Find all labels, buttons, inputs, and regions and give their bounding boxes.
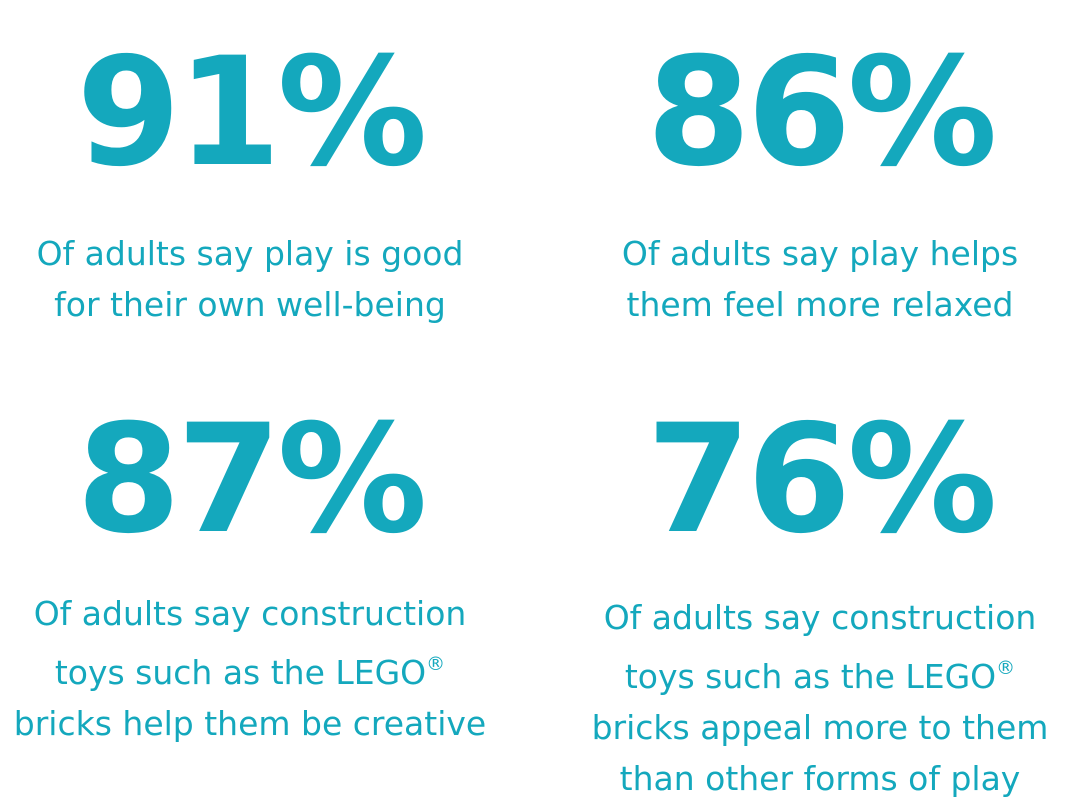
stat-caption: Of adults say construction toys such as … <box>560 592 1080 804</box>
stat-block-87: 87% Of adults say construction toys such… <box>0 405 500 749</box>
stat-caption-line: them feel more relaxed <box>626 285 1014 324</box>
stat-caption-line: toys such as the LEGO® <box>560 643 1080 702</box>
stat-caption: Of adults say play is good for their own… <box>0 228 500 330</box>
stat-caption-line: Of adults say construction <box>603 598 1037 637</box>
stat-caption-line: Of adults say play helps <box>621 234 1019 273</box>
stat-caption-text: toys such as the LEGO <box>54 653 427 692</box>
stat-caption: Of adults say play helps them feel more … <box>560 228 1080 330</box>
stat-value: 87% <box>76 393 427 567</box>
stat-value: 86% <box>646 26 997 200</box>
stat-caption-line: bricks appeal more to them <box>591 708 1049 747</box>
stat-caption-line: for their own well-being <box>54 285 446 324</box>
stat-caption-line: Of adults say construction <box>33 594 467 633</box>
stat-caption-line: Of adults say play is good <box>36 234 464 273</box>
stat-block-76: 76% Of adults say construction toys such… <box>560 405 1080 804</box>
stat-value: 76% <box>646 393 997 567</box>
registered-trademark-icon: ® <box>426 653 446 675</box>
stat-caption: Of adults say construction toys such as … <box>0 588 500 749</box>
registered-trademark-icon: ® <box>996 657 1016 679</box>
stat-caption-text: toys such as the LEGO <box>624 657 997 696</box>
stat-caption-line: toys such as the LEGO® <box>0 639 500 698</box>
stat-block-86: 86% Of adults say play helps them feel m… <box>560 38 1080 330</box>
stat-value: 91% <box>76 26 427 200</box>
stat-caption-line: than other forms of play <box>619 759 1021 798</box>
stat-caption-line: bricks help them be creative <box>13 704 487 743</box>
stat-block-91: 91% Of adults say play is good for their… <box>0 38 500 330</box>
